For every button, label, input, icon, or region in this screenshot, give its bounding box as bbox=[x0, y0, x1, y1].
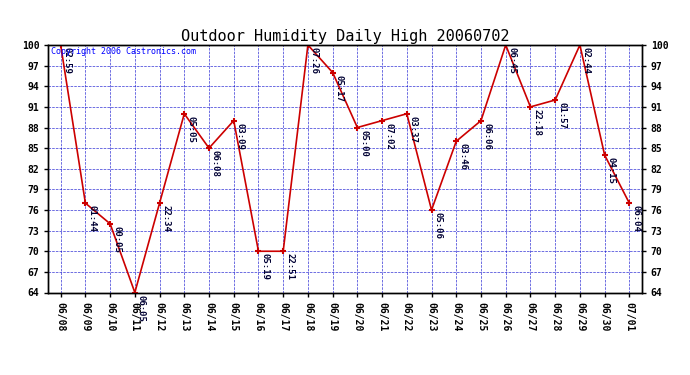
Text: 22:18: 22:18 bbox=[533, 109, 542, 136]
Text: 05:19: 05:19 bbox=[260, 254, 269, 280]
Text: 05:06: 05:06 bbox=[433, 212, 442, 239]
Text: 03:09: 03:09 bbox=[236, 123, 245, 150]
Text: 07:02: 07:02 bbox=[384, 123, 393, 150]
Text: 05:00: 05:00 bbox=[359, 130, 368, 156]
Text: 03:46: 03:46 bbox=[458, 143, 467, 170]
Text: 06:08: 06:08 bbox=[211, 150, 220, 177]
Text: 22:34: 22:34 bbox=[161, 205, 170, 232]
Text: 02:44: 02:44 bbox=[582, 47, 591, 74]
Text: 00:05: 00:05 bbox=[112, 226, 121, 253]
Text: 07:26: 07:26 bbox=[310, 47, 319, 74]
Text: 04:15: 04:15 bbox=[607, 157, 615, 184]
Text: Copyright 2006 Castronics.com: Copyright 2006 Castronics.com bbox=[51, 48, 196, 57]
Text: 05:17: 05:17 bbox=[335, 75, 344, 102]
Text: 01:57: 01:57 bbox=[557, 102, 566, 129]
Text: 06:45: 06:45 bbox=[508, 47, 517, 74]
Text: 01:44: 01:44 bbox=[88, 205, 97, 232]
Text: 06:06: 06:06 bbox=[483, 123, 492, 150]
Text: 02:59: 02:59 bbox=[63, 47, 72, 74]
Text: 22:51: 22:51 bbox=[285, 254, 294, 280]
Title: Outdoor Humidity Daily High 20060702: Outdoor Humidity Daily High 20060702 bbox=[181, 29, 509, 44]
Text: 06:04: 06:04 bbox=[631, 205, 640, 232]
Text: 03:37: 03:37 bbox=[408, 116, 417, 143]
Text: 06:05: 06:05 bbox=[137, 295, 146, 321]
Text: 05:05: 05:05 bbox=[186, 116, 195, 143]
